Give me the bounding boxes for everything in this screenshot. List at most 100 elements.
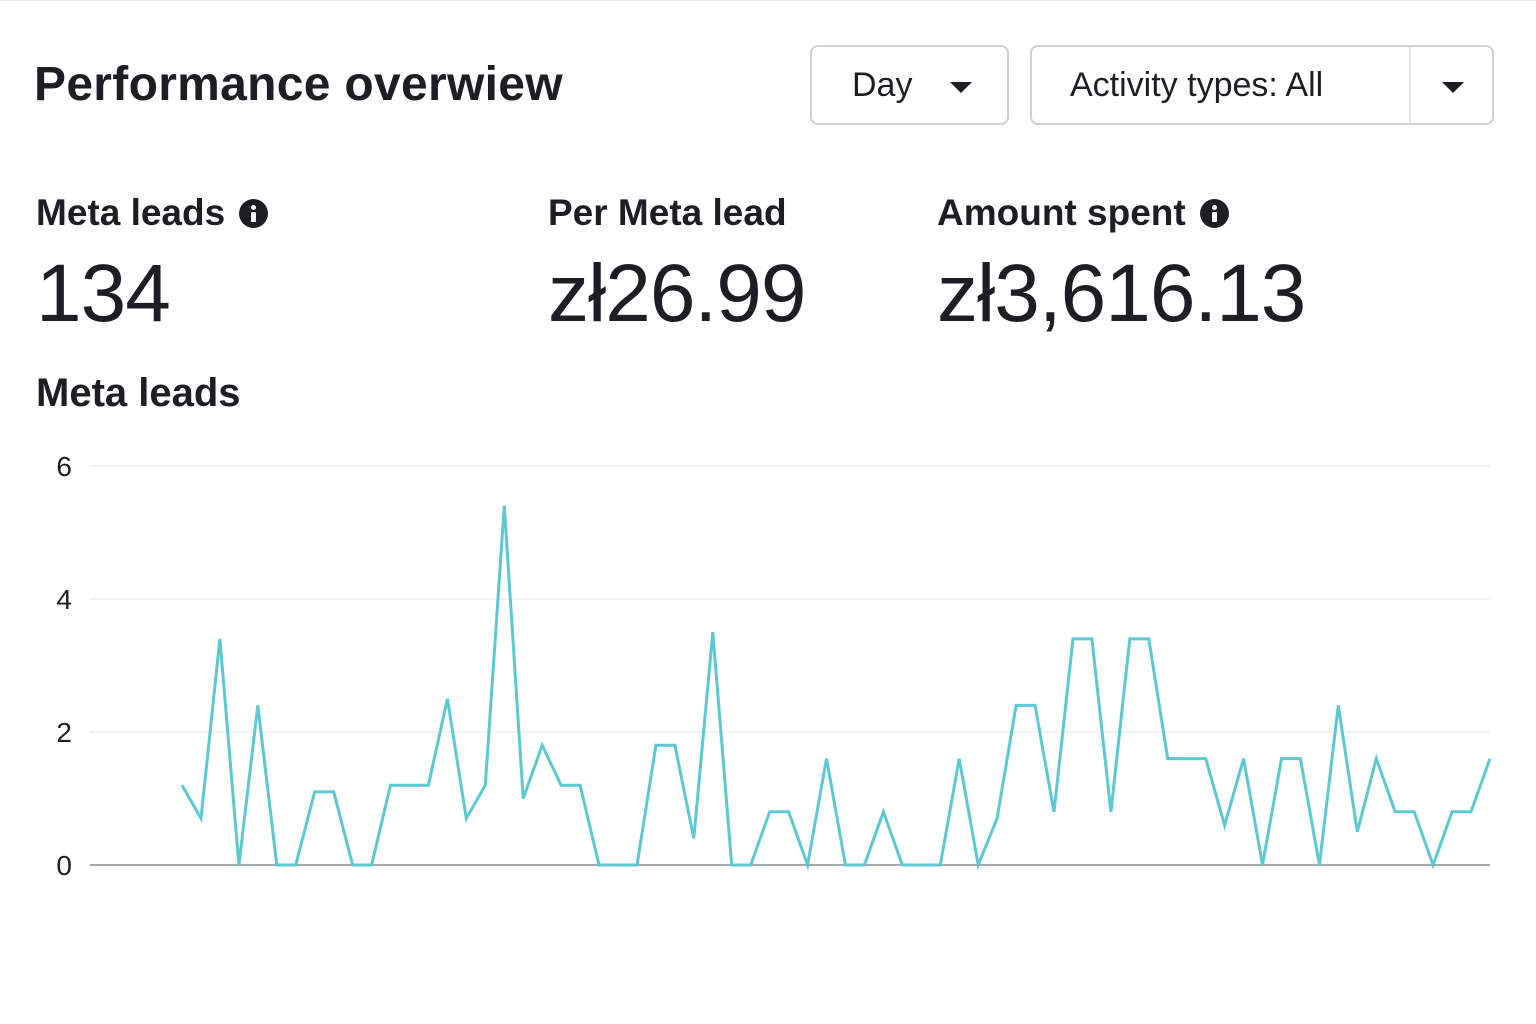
data-point[interactable] [498,500,510,512]
data-point[interactable] [858,859,870,871]
metric-per-meta-lead: Per Meta lead zł26.99 [548,189,806,339]
metric-meta-leads: Meta leads 134 [36,189,269,339]
data-point[interactable] [271,859,283,871]
data-point[interactable] [1484,753,1496,765]
metric-label-container: Meta leads [36,189,269,237]
data-point[interactable] [385,779,397,791]
activity-types-dropdown-label: Activity types: All [1070,65,1324,104]
data-point[interactable] [214,633,226,645]
data-point[interactable] [1143,633,1155,645]
dropdown-divider [1409,47,1411,123]
data-point[interactable] [1124,633,1136,645]
data-point[interactable] [612,859,624,871]
activity-types-dropdown[interactable]: Activity types: All [1030,45,1494,125]
series-line [180,505,1492,871]
data-point[interactable] [1010,699,1022,711]
data-point[interactable] [1029,699,1041,711]
data-point[interactable] [1294,753,1306,765]
data-point[interactable] [1465,806,1477,818]
data-point[interactable] [934,859,946,871]
data-point[interactable] [195,812,207,824]
data-point[interactable] [1105,806,1117,818]
data-point[interactable] [460,812,472,824]
metric-value: zł3,616.13 [937,248,1306,339]
data-point[interactable] [877,806,889,818]
data-point[interactable] [1162,753,1174,765]
caret-down-icon[interactable] [1442,82,1464,93]
data-point[interactable] [1276,753,1288,765]
metric-value: 134 [36,248,171,339]
data-point[interactable] [972,859,984,871]
data-point[interactable] [745,859,757,871]
data-point[interactable] [840,859,852,871]
data-point[interactable] [726,859,738,871]
metric-label: Meta leads [36,192,226,233]
data-point[interactable] [1048,806,1060,818]
meta-leads-line-chart: 0 2 4 6 [56,451,1496,881]
data-point[interactable] [593,859,605,871]
data-point[interactable] [290,859,302,871]
data-point[interactable] [669,739,681,751]
data-point[interactable] [404,779,416,791]
y-tick-label: 2 [56,717,72,748]
data-point[interactable] [764,806,776,818]
data-point[interactable] [479,779,491,791]
data-point[interactable] [555,779,567,791]
data-point[interactable] [1370,753,1382,765]
data-point[interactable] [252,699,264,711]
data-point[interactable] [650,739,662,751]
data-point[interactable] [366,859,378,871]
data-point[interactable] [1257,859,1269,871]
metric-amount-spent: Amount spent zł3,616.13 [937,189,1306,339]
info-icon[interactable] [239,198,269,228]
metric-label-container: Amount spent [937,189,1305,237]
caret-down-icon [950,82,972,93]
data-point[interactable] [1238,753,1250,765]
data-point[interactable] [422,779,434,791]
data-point[interactable] [347,859,359,871]
metric-value: zł26.99 [548,248,806,339]
data-point[interactable] [233,859,245,871]
metric-label: Per Meta lead [548,192,787,233]
data-point[interactable] [1427,859,1439,871]
data-point[interactable] [1332,699,1344,711]
data-point[interactable] [1313,859,1325,871]
data-point[interactable] [574,779,586,791]
data-point[interactable] [309,786,321,798]
data-point[interactable] [536,739,548,751]
data-point[interactable] [707,626,719,638]
data-point[interactable] [896,859,908,871]
data-point[interactable] [517,793,529,805]
y-tick-label: 6 [56,451,72,482]
chart-title: Meta leads [36,371,241,415]
data-point[interactable] [953,753,965,765]
metric-label: Amount spent [937,192,1186,233]
data-point[interactable] [1181,753,1193,765]
data-point[interactable] [821,753,833,765]
data-point[interactable] [1200,753,1212,765]
data-point[interactable] [1408,806,1420,818]
period-dropdown-label: Day [852,65,913,104]
page-title: Performance overwiew [34,58,563,111]
data-point[interactable] [688,832,700,844]
data-point[interactable] [915,859,927,871]
info-icon[interactable] [1199,198,1229,228]
data-point[interactable] [176,779,188,791]
metric-label-container: Per Meta lead [548,189,805,237]
data-point[interactable] [1086,633,1098,645]
data-point[interactable] [441,693,453,705]
data-point[interactable] [1351,826,1363,838]
data-point[interactable] [328,786,340,798]
data-point[interactable] [802,859,814,871]
data-point[interactable] [631,859,643,871]
data-point[interactable] [1219,819,1231,831]
data-point[interactable] [1446,806,1458,818]
y-tick-label: 4 [56,584,72,615]
data-point[interactable] [783,806,795,818]
y-tick-label: 0 [56,850,72,881]
data-point[interactable] [1389,806,1401,818]
data-point[interactable] [991,812,1003,824]
period-dropdown[interactable]: Day [810,45,1009,125]
data-point[interactable] [1067,633,1079,645]
